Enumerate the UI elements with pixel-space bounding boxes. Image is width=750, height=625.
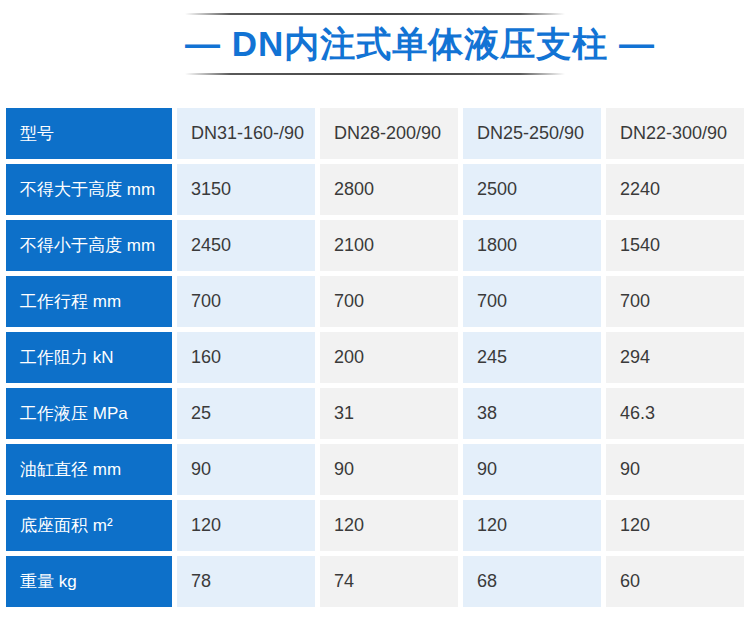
title-bottom-rule: [185, 73, 565, 75]
spec-value: 2100: [320, 220, 458, 271]
spec-value: 700: [606, 276, 744, 327]
row-label: 底座面积 m²: [6, 500, 172, 551]
spec-value: 2450: [177, 220, 315, 271]
spec-value: 31: [320, 388, 458, 439]
spec-value: 90: [463, 444, 601, 495]
row-label-model: 型号: [6, 108, 172, 159]
spec-value: 700: [463, 276, 601, 327]
spec-value: 1540: [606, 220, 744, 271]
spec-value: 120: [606, 500, 744, 551]
spec-value: 294: [606, 332, 744, 383]
row-label: 工作阻力 kN: [6, 332, 172, 383]
row-label: 重量 kg: [6, 556, 172, 607]
spec-value: 2500: [463, 164, 601, 215]
spec-value: 78: [177, 556, 315, 607]
spec-value: 46.3: [606, 388, 744, 439]
page-title: — DN内注式单体液压支柱 —: [185, 23, 565, 65]
spec-value: 120: [320, 500, 458, 551]
spec-value: 200: [320, 332, 458, 383]
page: — DN内注式单体液压支柱 — 型号DN31-160-/90DN28-200/9…: [0, 0, 750, 607]
spec-value: 160: [177, 332, 315, 383]
title-block: — DN内注式单体液压支柱 —: [185, 0, 565, 75]
model-name: DN25-250/90: [463, 108, 601, 159]
spec-value: 3150: [177, 164, 315, 215]
spec-value: 38: [463, 388, 601, 439]
spec-value: 120: [177, 500, 315, 551]
spec-value: 60: [606, 556, 744, 607]
model-name: DN28-200/90: [320, 108, 458, 159]
spec-value: 120: [463, 500, 601, 551]
spec-value: 2800: [320, 164, 458, 215]
row-label: 不得大于高度 mm: [6, 164, 172, 215]
spec-value: 2240: [606, 164, 744, 215]
spec-value: 700: [320, 276, 458, 327]
model-name: DN31-160-/90: [177, 108, 315, 159]
spec-value: 245: [463, 332, 601, 383]
row-label: 不得小于高度 mm: [6, 220, 172, 271]
spec-value: 90: [177, 444, 315, 495]
spec-value: 25: [177, 388, 315, 439]
spec-value: 74: [320, 556, 458, 607]
spec-value: 90: [320, 444, 458, 495]
spec-table: 型号DN31-160-/90DN28-200/90DN25-250/90DN22…: [6, 108, 744, 607]
row-label: 工作液压 MPa: [6, 388, 172, 439]
row-label: 工作行程 mm: [6, 276, 172, 327]
spec-value: 1800: [463, 220, 601, 271]
spec-value: 90: [606, 444, 744, 495]
model-name: DN22-300/90: [606, 108, 744, 159]
spec-value: 68: [463, 556, 601, 607]
row-label: 油缸直径 mm: [6, 444, 172, 495]
spec-value: 700: [177, 276, 315, 327]
title-top-rule: [185, 13, 565, 15]
